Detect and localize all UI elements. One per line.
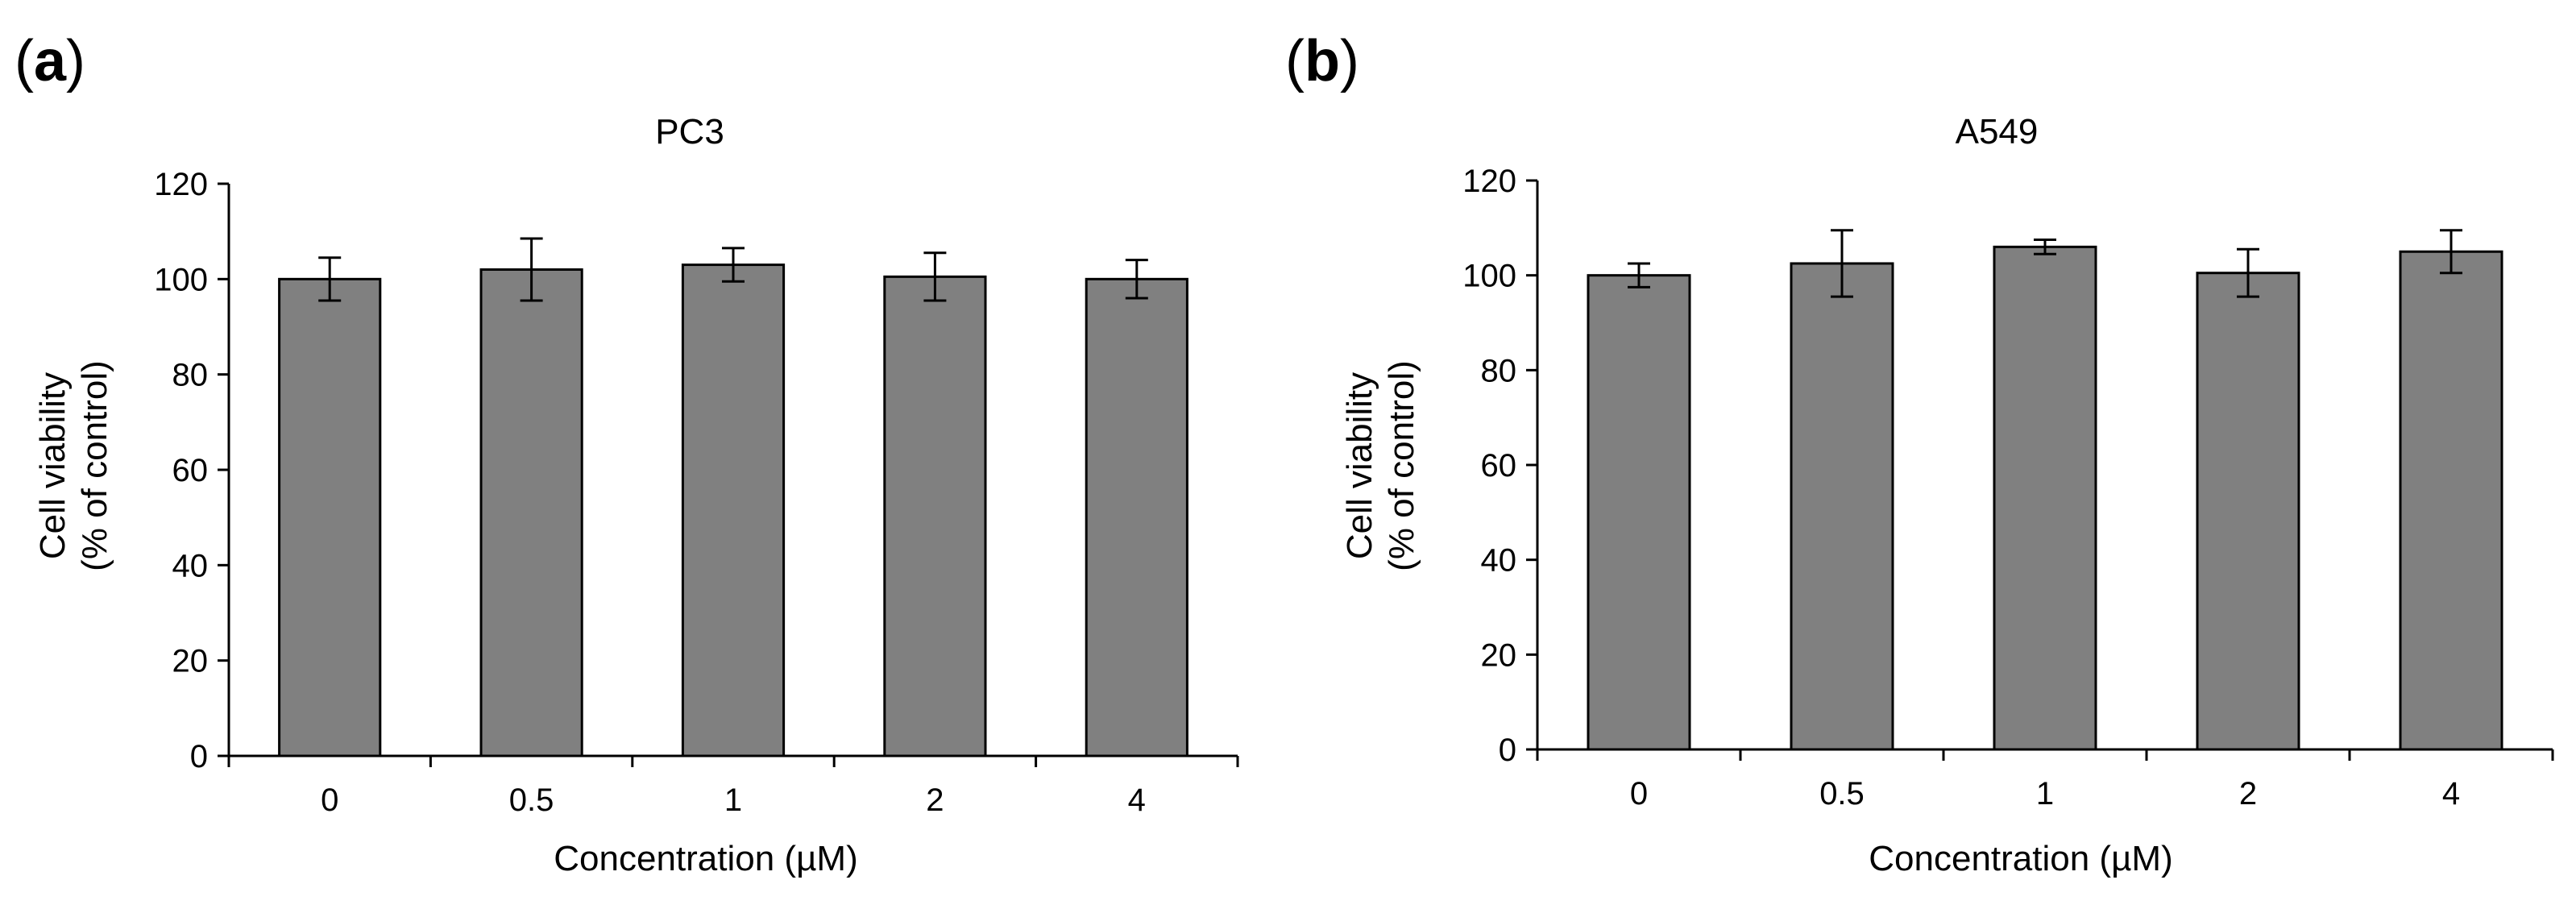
x-tick-label-4: 4 [2442,776,2460,811]
x-tick-label-0-5: 0.5 [1819,776,1865,811]
bar-0-5 [479,268,583,758]
x-tick-label-0: 0 [1630,776,1648,811]
x-tick-label-4: 4 [1128,782,1146,818]
panel-b-label: (b) [1285,29,1359,93]
y-tick-label-20: 20 [172,644,209,679]
x-axis-label: Concentration (µM) [1869,839,2172,878]
y-tick-label-100: 100 [154,262,208,297]
x-axis-label: Concentration (µM) [554,839,857,878]
bar-4 [2399,250,2503,751]
bar-0 [278,277,382,758]
y-tick-label-80: 80 [1481,353,1517,388]
chart-title-a549: A549 [1956,112,2039,152]
plot-area-pc3: 0 20 40 60 80 100 120 0 0.5 1 2 4 [154,167,1239,818]
y-axis-label-line2: (% of control) [75,360,114,571]
y-axis-label-line1: Cell viability [33,372,73,559]
panel-b-letter: b [1305,29,1340,93]
y-tick-label-60: 60 [1481,448,1517,484]
x-tick-label-1: 1 [2036,776,2054,811]
y-axis-label-line2: (% of control) [1382,360,1421,571]
x-tick-label-0-5: 0.5 [509,782,554,818]
bar-4 [1085,277,1188,758]
y-axis-label-line1: Cell viability [1340,372,1379,559]
y-tick-label-20: 20 [1481,637,1517,673]
chart-title-pc3: PC3 [655,112,724,152]
y-tick-label-0: 0 [190,739,208,774]
y-tick-label-100: 100 [1462,259,1516,294]
y-tick-label-120: 120 [154,167,208,202]
bar-1 [1993,245,2097,751]
x-tick-label-2: 2 [2239,776,2257,811]
y-tick-label-120: 120 [1462,164,1516,199]
y-tick-label-40: 40 [1481,543,1517,579]
y-tick-label-40: 40 [172,548,209,583]
y-tick-label-80: 80 [172,358,209,393]
x-tick-label-1: 1 [724,782,742,818]
bar-0-5 [1790,262,1894,751]
panel-a-letter: a [34,29,67,93]
x-tick-label-2: 2 [926,782,944,818]
bar-0 [1587,274,1691,751]
plot-area-a549: 0 20 40 60 80 100 120 0 0.5 1 2 4 [1462,164,2554,811]
y-tick-label-60: 60 [172,453,209,488]
y-tick-label-0: 0 [1499,733,1516,768]
panel-a-label: (a) [15,29,85,93]
x-tick-label-0: 0 [321,782,338,818]
panel-b: (b) A549 Cell viability (% of control) C… [1285,29,2554,878]
panel-a: (a) PC3 Cell viability (% of control) Co… [15,29,1239,878]
bar-1 [681,264,786,758]
bar-2 [2196,272,2300,751]
bar-2 [883,275,987,758]
